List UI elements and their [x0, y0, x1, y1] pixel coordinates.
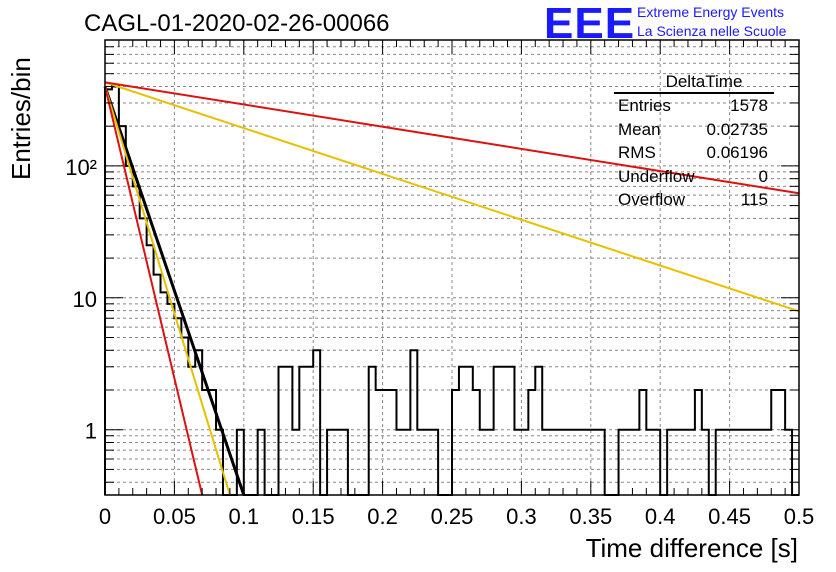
x-tick-label: 0.35 — [569, 504, 612, 529]
x-tick-label: 0 — [99, 504, 111, 529]
stats-label: Entries — [618, 96, 671, 115]
org-name-line1: Extreme Energy Events — [637, 4, 785, 20]
x-tick-label: 0.45 — [708, 504, 751, 529]
y-tick-label: 1 — [85, 419, 97, 444]
fit-curve-2 — [104, 86, 204, 496]
stats-row: Underflow 0 — [614, 165, 780, 189]
chart-title: CAGL-01-2020-02-26-00066 — [84, 10, 390, 37]
stats-value: 0 — [758, 166, 768, 186]
stats-row: RMS 0.06196 — [614, 141, 780, 165]
stats-value: 115 — [740, 190, 768, 209]
fit-curve-0 — [103, 85, 246, 496]
x-tick-labels: 0 0.05 0.1 0.15 0.2 0.25 0.3 0.35 0.4 0.45 0.5 — [99, 504, 814, 529]
x-tick-label: 0.15 — [292, 504, 335, 529]
stats-row: Mean 0.02735 — [614, 118, 780, 142]
x-tick-label: 0.2 — [367, 504, 398, 529]
x-tick-label: 0.3 — [506, 504, 537, 529]
stats-value: 1578 — [730, 96, 768, 115]
x-tick-label: 0.4 — [645, 504, 676, 529]
stats-value: 0.02735 — [706, 119, 768, 139]
stats-title: DeltaTime — [665, 72, 743, 91]
stats-divider — [614, 92, 774, 94]
fit-curve-4 — [104, 81, 800, 195]
x-tick-label: 0.5 — [784, 504, 815, 529]
stats-box: DeltaTime Entries 1578 Mean 0.02735 RMS … — [614, 72, 780, 212]
stats-label: Overflow — [618, 190, 686, 209]
x-axis-label: Time difference [s] — [585, 533, 798, 563]
fit-curve-1 — [104, 86, 231, 496]
y-tick-label: 10² — [65, 155, 97, 180]
stats-value: 0.06196 — [706, 143, 768, 162]
stats-label: Mean — [618, 119, 661, 139]
fit-curve-3 — [104, 81, 800, 313]
histogram-series — [104, 85, 799, 496]
org-name-line2: La Scienza nelle Scuole — [637, 23, 787, 39]
stats-row: Overflow 115 — [614, 188, 780, 212]
histogram-layer — [104, 85, 799, 496]
y-axis-label: Entries/bin — [6, 57, 36, 180]
y-tick-labels: 1 10 10² — [65, 155, 97, 444]
x-tick-label: 0.1 — [229, 504, 260, 529]
axis-ticks — [104, 39, 800, 495]
eee-logo: EEE — [544, 0, 636, 48]
fit-curves-layer — [103, 81, 800, 496]
y-tick-label: 10 — [73, 287, 97, 312]
stats-row: Entries 1578 — [614, 94, 780, 118]
stats-label: RMS — [618, 143, 656, 162]
x-tick-label: 0.25 — [431, 504, 474, 529]
stats-label: Underflow — [618, 166, 695, 186]
x-tick-label: 0.05 — [153, 504, 196, 529]
